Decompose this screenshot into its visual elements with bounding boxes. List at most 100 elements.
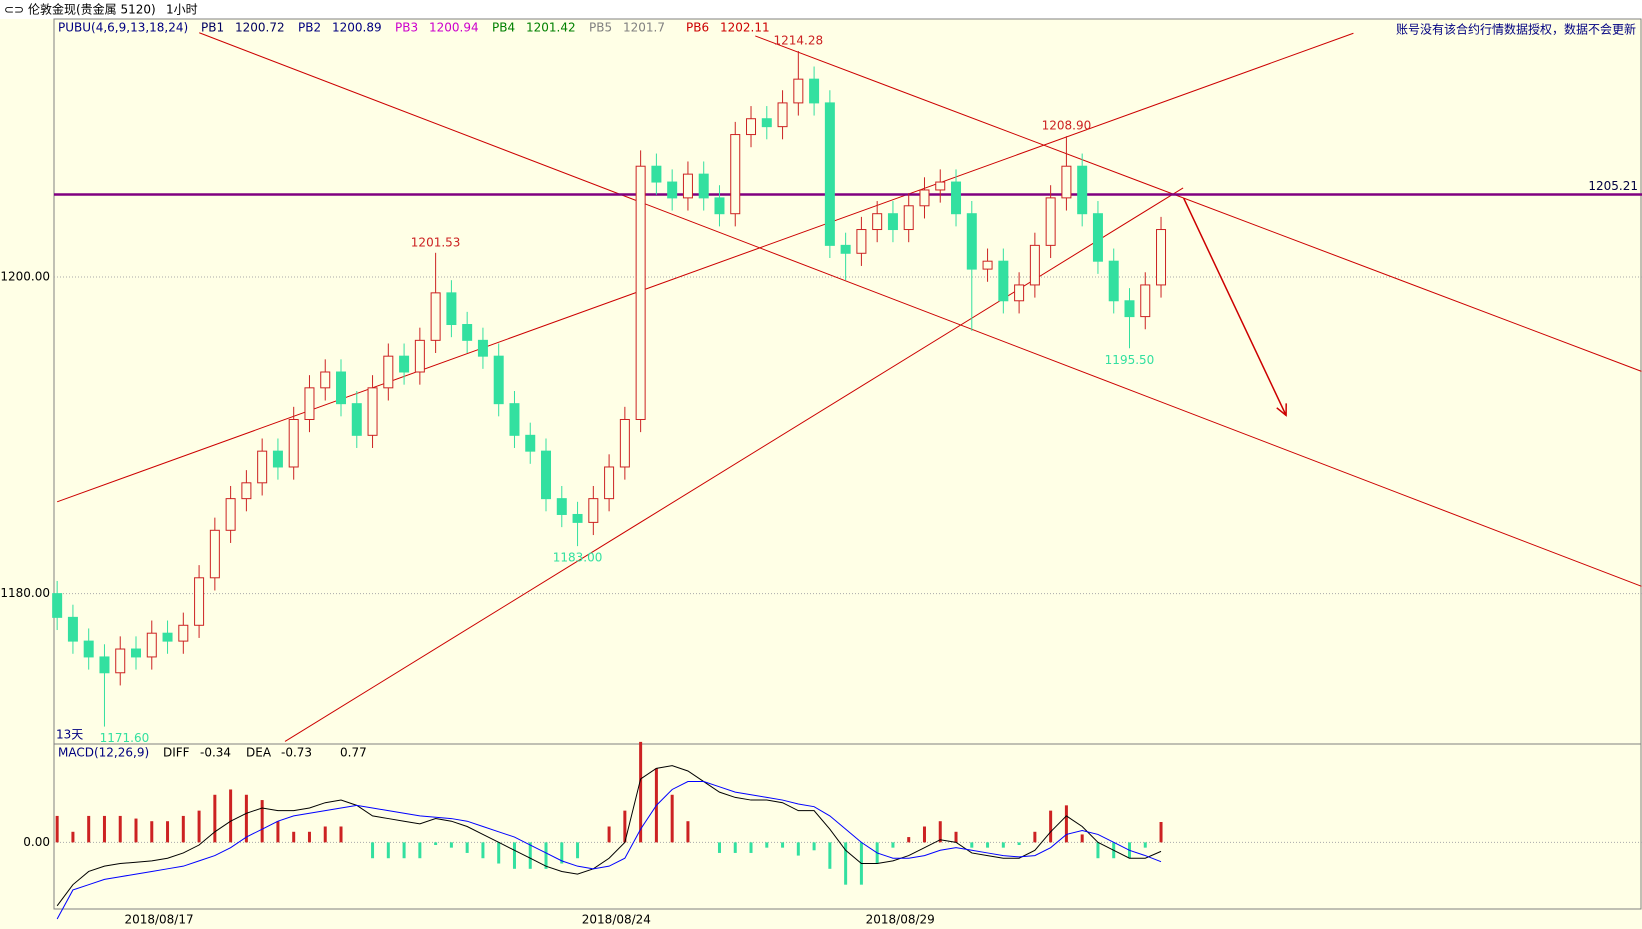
candle-body [746,118,757,136]
candle-body [809,78,820,104]
macd-bar [686,821,690,843]
macd-bar [71,831,75,843]
trendline [284,187,1184,742]
legend-name: PB2 [298,21,321,35]
candle-body [178,624,189,642]
macd-bar [481,842,485,859]
candle-body [604,466,615,500]
candle-body [982,260,993,270]
candle-body [493,355,504,405]
macd-name[interactable]: MACD(12,26,9) [58,746,149,760]
candle-body [793,78,804,104]
range-label: 13天 [56,728,83,742]
legend-value: 1201.42 [526,21,576,35]
annotation-label: 1183.00 [553,551,603,565]
price-panel [53,18,1642,745]
candle-body [414,339,425,373]
candle-body [935,181,946,191]
candle-body [194,577,205,626]
dea-name: DEA [246,746,272,760]
candle-body [903,205,914,231]
candle-body [209,529,220,579]
candle-body [698,173,709,199]
macd-bar [244,794,248,843]
candle-body [525,434,536,452]
candle-body [1029,244,1040,286]
macd-bar [418,842,422,859]
diff-value: -0.34 [200,746,231,760]
candle-body [635,165,646,420]
macd-bar [276,821,280,843]
menu-icon[interactable]: ⊂⊃ [4,3,24,17]
candle-body [572,513,583,523]
candle-body [541,450,552,500]
candle-body [367,387,378,436]
legend-name: PB4 [492,21,515,35]
macd-bar [796,842,800,856]
candle-body [115,648,126,674]
legend-name: PB1 [201,21,224,35]
candle-body [288,418,299,468]
macd-bar [339,826,343,843]
candle-body [99,656,110,674]
period-selector[interactable]: 1小时 [166,3,198,17]
macd-bar [1001,842,1005,848]
candle-body [1045,197,1056,246]
candle-body [131,648,142,658]
macd-bar [1143,842,1147,848]
macd-bar [954,831,958,843]
annotation-label: 1171.60 [100,731,150,745]
x-tick-label: 2018/08/17 [124,913,193,927]
macd-bar [323,826,327,843]
candle-body [619,418,630,468]
macd-bar [465,842,469,853]
candle-body [162,632,173,642]
y-tick-label: 0.00 [23,835,50,849]
macd-bar [828,842,832,869]
candle-body [383,355,394,389]
candle-body [667,181,678,199]
legend-name: PB6 [686,21,709,35]
macd-bar [907,837,911,843]
candle-body [1061,165,1072,199]
candle-body [446,292,457,326]
arrow [1183,198,1287,416]
macd-bar [307,831,311,843]
annotation-label: 1201.53 [411,235,461,249]
candle-body [840,244,851,254]
macd-bar [576,842,580,859]
macd-bar [749,842,753,853]
macd-bar [181,815,185,843]
candle-body [856,229,867,254]
macd-bar [229,789,233,843]
macd-bar [166,821,170,843]
candle-body [887,213,898,231]
legend-name: PB5 [589,21,612,35]
macd-bar [1064,805,1068,843]
annotation-label: 1214.28 [774,33,824,47]
candle-body [336,371,347,405]
candle-body [919,189,930,207]
macd-bar [434,842,438,846]
macd-bar [1159,822,1163,843]
macd-bar [560,842,564,864]
indicator-name[interactable]: PUBU(4,6,9,13,18,24) [58,21,188,35]
candle-body [682,173,693,199]
macd-diff-line [56,765,1162,907]
candle-body [714,197,725,215]
candle-body [1140,284,1151,318]
candle-body [320,371,331,389]
macd-bar [1033,831,1037,843]
macd-bar [55,815,59,843]
macd-bar [781,842,785,848]
candle-body [52,593,63,618]
macd-bar [1096,842,1100,859]
macd-bar [118,815,122,843]
arrow-head [1276,403,1287,417]
macd-bar [134,818,138,843]
macd-bar [197,810,201,843]
candle-body [966,213,977,270]
title-bar [0,0,1642,19]
candle-body [651,165,662,183]
